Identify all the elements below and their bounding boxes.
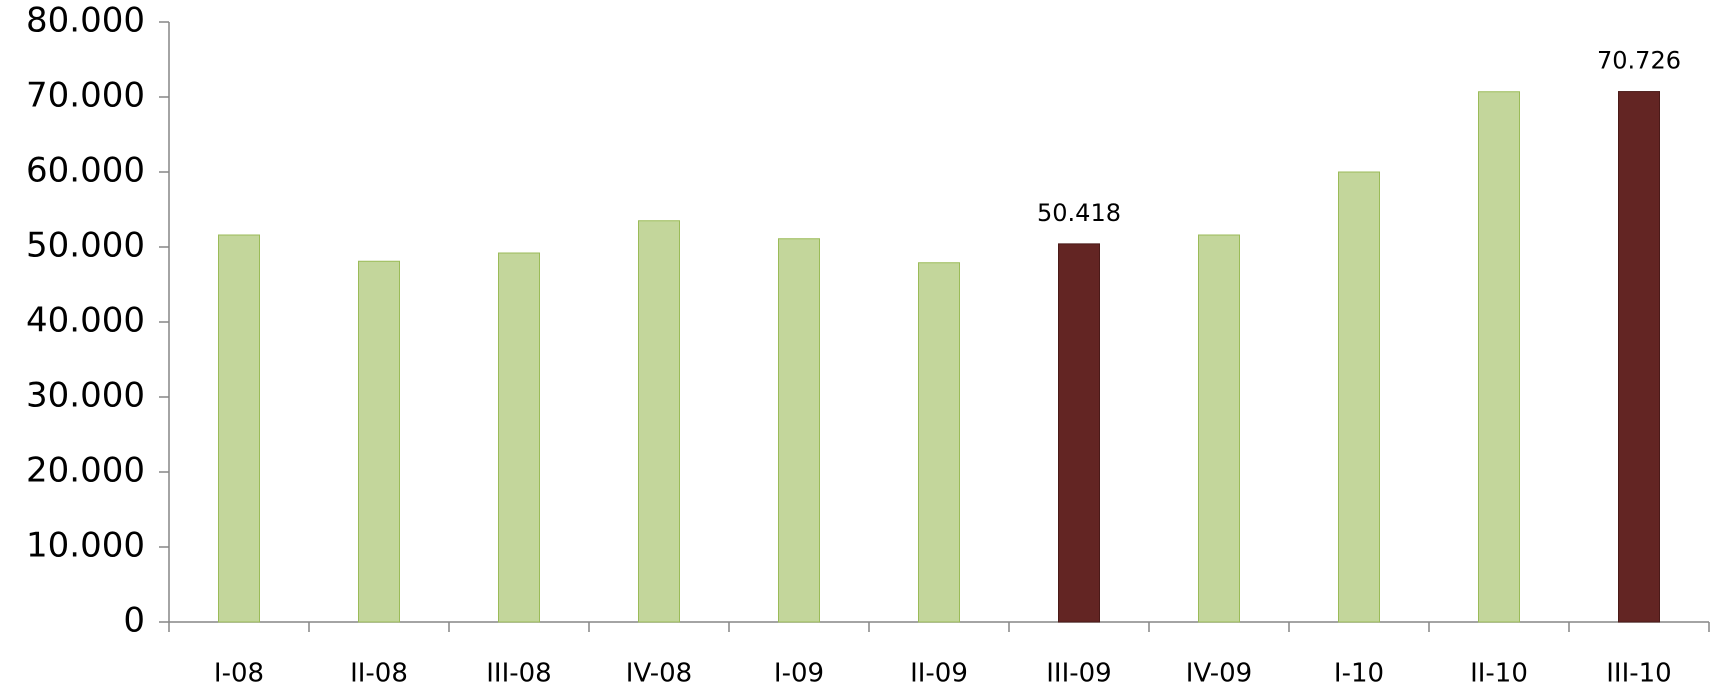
page: {"chart_data": {"type": "bar", "categori… — [0, 0, 1712, 688]
bar — [219, 235, 260, 622]
chart: 0 10.000 20.000 30.000 40.000 50.000 60.000 70.… — [0, 0, 1712, 688]
y-tick-label: 40.000 — [26, 301, 145, 341]
bar — [1199, 235, 1240, 622]
bar — [1479, 92, 1520, 622]
x-tick-label: I-09 — [774, 659, 824, 689]
x-tick-label: I-10 — [1334, 659, 1384, 689]
x-tick-label: II-08 — [350, 659, 408, 689]
bar — [499, 253, 540, 622]
data-label: 70.726 — [1597, 47, 1681, 75]
bar — [1619, 92, 1660, 622]
bar — [779, 239, 820, 622]
x-tick-label: IV-08 — [626, 659, 692, 689]
y-tick-label: 50.000 — [26, 226, 145, 266]
bar — [919, 263, 960, 622]
bar — [1059, 244, 1100, 622]
bar — [639, 221, 680, 622]
data-label: 50.418 — [1037, 199, 1121, 227]
y-tick-label: 20.000 — [26, 451, 145, 491]
y-tick-label: 70.000 — [26, 76, 145, 116]
y-tick-label: 60.000 — [26, 151, 145, 191]
x-tick-label: II-09 — [910, 659, 968, 689]
y-tick-label: 80.000 — [26, 1, 145, 41]
bar — [1339, 172, 1380, 622]
y-tick-label: 10.000 — [26, 526, 145, 566]
y-tick-label: 30.000 — [26, 376, 145, 416]
x-tick-label: III-08 — [486, 659, 551, 689]
x-tick-label: IV-09 — [1186, 659, 1252, 689]
x-tick-label: II-10 — [1470, 659, 1528, 689]
x-tick-label: I-08 — [214, 659, 264, 689]
x-tick-label: III-09 — [1046, 659, 1111, 689]
x-tick-label: III-10 — [1606, 659, 1671, 689]
y-tick-label: 0 — [123, 601, 145, 641]
bar — [359, 261, 400, 622]
